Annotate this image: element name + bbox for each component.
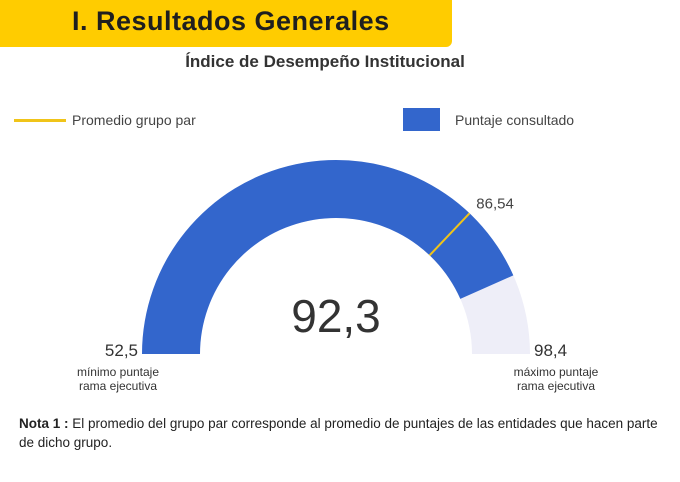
gauge-chart: 86,54 92,3 52,5 98,4 mínimo puntaje rama…	[77, 159, 599, 393]
footnote: Nota 1 : El promedio del grupo par corre…	[19, 414, 669, 452]
gauge-max-label: 98,4	[534, 341, 567, 360]
header-band	[0, 0, 452, 47]
legend-average-line-icon	[14, 119, 66, 122]
max-caption-line2: rama ejecutiva	[517, 379, 595, 393]
footnote-text: El promedio del grupo par corresponde al…	[19, 416, 658, 450]
gauge-value: 92,3	[291, 290, 381, 342]
max-caption-line1: máximo puntaje	[514, 365, 599, 379]
min-caption-line2: rama ejecutiva	[79, 379, 157, 393]
min-caption-line1: mínimo puntaje	[77, 365, 159, 379]
gauge-value-arc	[142, 159, 514, 354]
legend-average-label: Promedio grupo par	[72, 112, 196, 128]
legend-score-label: Puntaje consultado	[455, 112, 575, 128]
chart-title: Índice de Desempeño Institucional	[185, 52, 465, 71]
footnote-label: Nota 1 :	[19, 416, 69, 431]
section-title: I. Resultados Generales	[72, 6, 390, 36]
gauge-min-label: 52,5	[105, 341, 138, 360]
legend-score-box-icon	[403, 108, 440, 131]
average-marker	[428, 212, 471, 257]
average-label: 86,54	[476, 195, 514, 212]
